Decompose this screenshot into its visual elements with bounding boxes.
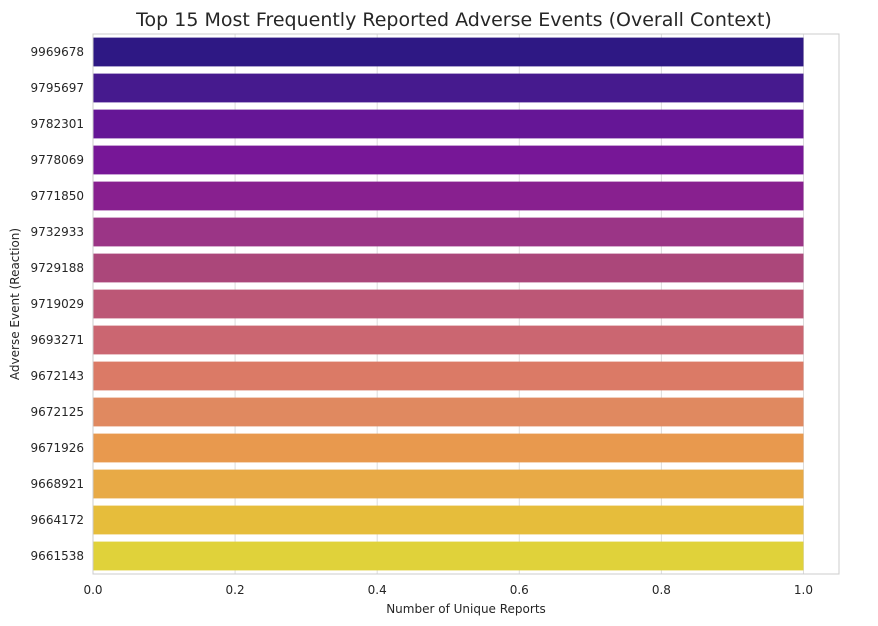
y-tick-label: 9771850 <box>31 189 84 203</box>
chart-title: Top 15 Most Frequently Reported Adverse … <box>135 9 772 31</box>
x-tick-label: 0.0 <box>83 583 102 597</box>
bar <box>93 469 804 499</box>
y-tick-label: 9719029 <box>31 297 84 311</box>
y-tick-label: 9778069 <box>31 153 84 167</box>
plot-frame <box>92 33 840 575</box>
bar <box>93 181 804 211</box>
y-tick-label: 9672125 <box>31 405 84 419</box>
y-axis-label: Adverse Event (Reaction) <box>8 228 22 380</box>
bar <box>93 145 804 175</box>
y-tick-label: 9671926 <box>31 441 84 455</box>
bar <box>93 541 804 571</box>
x-axis-label: Number of Unique Reports <box>386 602 546 616</box>
x-tick-label: 0.6 <box>510 583 529 597</box>
bar <box>93 109 804 139</box>
y-tick-label: 9668921 <box>31 477 84 491</box>
y-tick-label: 9664172 <box>31 513 84 527</box>
y-tick-label: 9732933 <box>31 225 84 239</box>
bar <box>93 73 804 103</box>
bar <box>93 397 804 427</box>
bar <box>93 253 804 283</box>
bar <box>93 289 804 319</box>
bar <box>93 325 804 355</box>
y-tick-label: 9782301 <box>31 117 84 131</box>
y-tick-label: 9969678 <box>31 45 84 59</box>
y-tick-label: 9693271 <box>31 333 84 347</box>
y-tick-label: 9729188 <box>31 261 84 275</box>
bar <box>93 361 804 391</box>
bar <box>93 433 804 463</box>
x-tick-labels: 0.0 0.2 0.4 0.6 0.8 1.0 <box>83 583 813 597</box>
x-tick-label: 1.0 <box>794 583 813 597</box>
x-tick-label: 0.8 <box>652 583 671 597</box>
bar <box>93 505 804 535</box>
x-tick-label: 0.2 <box>226 583 245 597</box>
x-tick-label: 0.4 <box>368 583 387 597</box>
bars <box>93 37 804 571</box>
y-tick-label: 9672143 <box>31 369 84 383</box>
bar <box>93 37 804 67</box>
bar <box>93 217 804 247</box>
y-tick-labels: 9969678 9795697 9782301 9778069 9771850 97329… <box>31 45 84 563</box>
y-tick-label: 9795697 <box>31 81 84 95</box>
y-tick-label: 9661538 <box>31 549 84 563</box>
